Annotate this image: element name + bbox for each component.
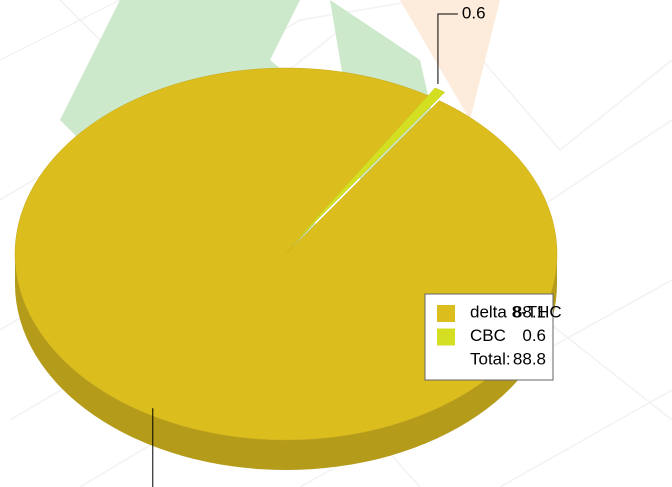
- total-label: Total:: [470, 349, 511, 368]
- legend-value: 0.6: [522, 326, 546, 345]
- legend-label: CBC: [470, 326, 506, 345]
- legend-value: 88.1: [513, 302, 546, 321]
- chart: 0.6 delta 8-THC88.1CBC0.6 Total: 88.8: [0, 0, 672, 487]
- legend-swatch: [437, 305, 455, 322]
- data-label: 0.6: [462, 3, 486, 22]
- total-value: 88.8: [513, 349, 546, 368]
- legend-swatch: [437, 329, 455, 346]
- pie-slice: [15, 68, 557, 440]
